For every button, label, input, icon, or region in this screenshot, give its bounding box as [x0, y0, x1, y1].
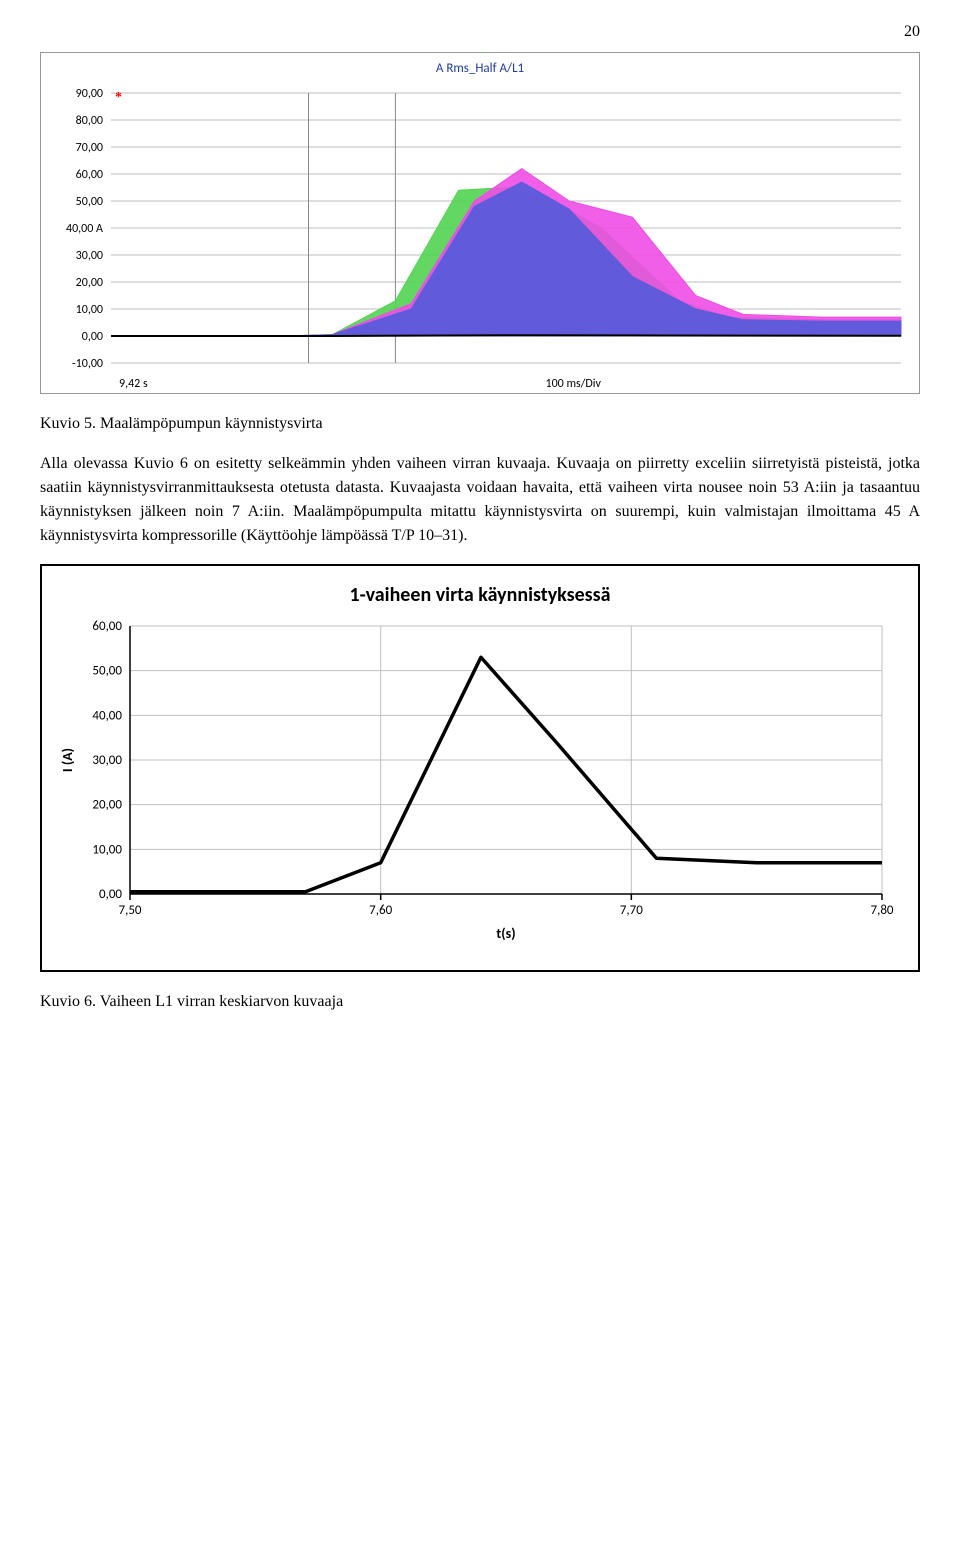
chart2-svg: 0,00 10,00 20,00 30,00 40,00 50,00 60,00 7,50 7,…: [52, 616, 902, 946]
svg-text:-10,00: -10,00: [72, 357, 103, 371]
svg-text:30,00: 30,00: [92, 753, 122, 768]
chart2-title: 1-vaiheen virta käynnistyksessä: [52, 580, 908, 610]
svg-text:50,00: 50,00: [92, 663, 122, 678]
chart1-title: A Rms_Half A/L1: [41, 59, 919, 79]
svg-text:t(s): t(s): [496, 925, 515, 942]
svg-text:70,00: 70,00: [76, 141, 103, 155]
svg-text:7,50: 7,50: [118, 903, 141, 918]
chart2-container: 1-vaiheen virta käynnistyksessä 0,00 10,0…: [40, 564, 920, 972]
page-number: 20: [40, 20, 920, 44]
svg-text:20,00: 20,00: [92, 797, 122, 812]
svg-text:30,00: 30,00: [76, 249, 103, 263]
svg-text:50,00: 50,00: [76, 195, 103, 209]
svg-text:60,00: 60,00: [92, 619, 122, 634]
paragraph-text: Alla olevassa Kuvio 6 on esitetty selkeä…: [40, 452, 920, 548]
chart1-container: A Rms_Half A/L1 -10,00 0,00 10,00 20,00 30,0…: [40, 52, 920, 394]
svg-text:0,00: 0,00: [99, 887, 122, 902]
chart1-svg: -10,00 0,00 10,00 20,00 30,00 40,00 A 50,00 60,…: [41, 83, 921, 393]
svg-text:*: *: [115, 90, 122, 105]
svg-text:I (A): I (A): [59, 747, 76, 771]
svg-text:7,60: 7,60: [369, 903, 392, 918]
caption-1: Kuvio 5. Maalämpöpumpun käynnistysvirta: [40, 412, 920, 436]
svg-text:10,00: 10,00: [76, 303, 103, 317]
svg-text:0,00: 0,00: [82, 330, 103, 344]
svg-text:100 ms/Div: 100 ms/Div: [546, 377, 602, 391]
svg-text:9,42 s: 9,42 s: [119, 377, 148, 391]
caption-2: Kuvio 6. Vaiheen L1 virran keskiarvon ku…: [40, 990, 920, 1014]
svg-text:40,00: 40,00: [92, 708, 122, 723]
svg-text:10,00: 10,00: [92, 842, 122, 857]
svg-text:7,80: 7,80: [870, 903, 893, 918]
svg-text:80,00: 80,00: [76, 114, 103, 128]
svg-text:40,00 A: 40,00 A: [66, 222, 103, 236]
svg-text:90,00: 90,00: [76, 87, 103, 101]
svg-text:7,70: 7,70: [620, 903, 643, 918]
svg-text:60,00: 60,00: [76, 168, 103, 182]
svg-text:20,00: 20,00: [76, 276, 103, 290]
